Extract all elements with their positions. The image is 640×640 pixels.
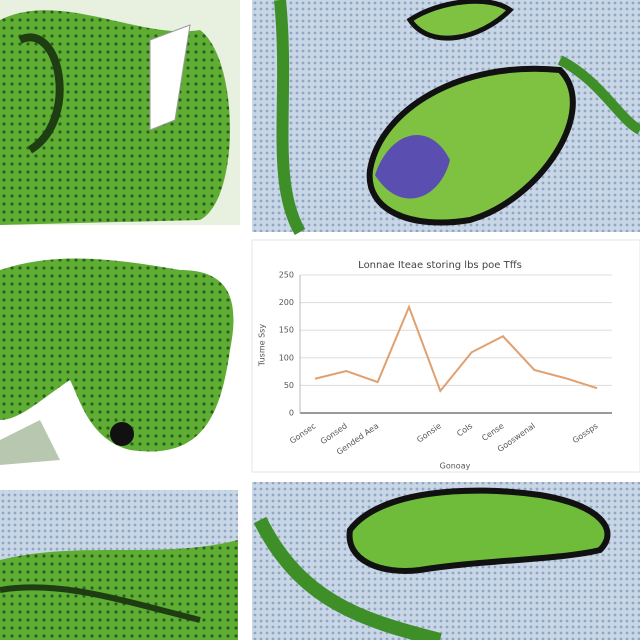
y-tick-label: 0 [289, 409, 294, 418]
illustration-panel [252, 0, 640, 235]
illustration-panel [0, 490, 238, 640]
chart-panel [251, 239, 640, 473]
y-tick-label: 100 [279, 353, 294, 362]
y-tick-label: 250 [279, 271, 294, 280]
illustration-panel [252, 482, 640, 640]
illustration-panel [0, 0, 240, 226]
y-tick-label: 150 [279, 326, 294, 335]
y-tick-label: 200 [279, 298, 294, 307]
line-series [314, 304, 598, 393]
x-axis-label: Gonoay [440, 462, 471, 471]
chart-title: Lonnae Iteae storing lbs poe Tffs [358, 260, 522, 271]
illustration-panel [0, 232, 238, 470]
y-axis-label: Tusme Ssy [258, 324, 267, 367]
y-tick-label: 50 [284, 381, 294, 390]
